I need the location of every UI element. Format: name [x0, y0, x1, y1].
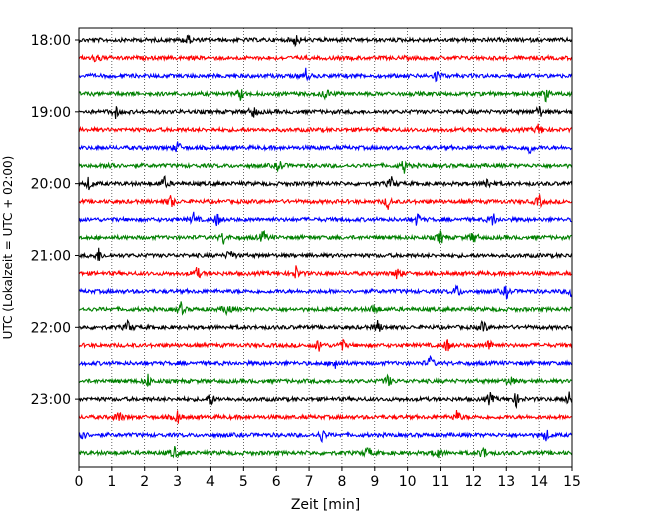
y-tick-label: 20:00: [31, 177, 71, 193]
seismic-trace: [78, 106, 573, 119]
x-tick-label: 6: [272, 474, 281, 490]
plot-frame: [78, 27, 573, 468]
y-axis-label: UTC (Lokalzeit = UTC + 02:00): [1, 156, 15, 340]
seismic-trace: [78, 67, 573, 83]
x-axis-label: Zeit [min]: [291, 497, 360, 513]
seismic-trace: [78, 160, 573, 174]
x-axis-ticks: 0 1 2 3 4 5 6 7 8 9 10 11 12 13 14 15: [75, 467, 581, 490]
x-tick-label: 14: [530, 474, 548, 490]
x-tick-label: 11: [432, 474, 450, 490]
seismic-trace: [78, 53, 573, 63]
y-tick-label: 22:00: [31, 320, 71, 336]
y-tick-label: 19:00: [31, 105, 71, 121]
seismic-trace: [78, 318, 573, 332]
seismic-trace: [78, 338, 573, 352]
x-tick-label: 7: [305, 474, 314, 490]
seismic-trace: [78, 194, 573, 210]
seismic-trace: [78, 141, 573, 155]
x-tick-label: 0: [75, 474, 84, 490]
seismic-trace: [78, 265, 573, 280]
x-tick-label: 5: [239, 474, 248, 490]
seismic-trace: [78, 211, 573, 227]
x-tick-label: 8: [337, 474, 346, 490]
x-tick-label: 10: [399, 474, 417, 490]
seismic-trace: [78, 123, 573, 134]
seismic-trace: [78, 247, 573, 261]
x-tick-label: 3: [173, 474, 182, 490]
trace-layer: [78, 34, 573, 459]
x-tick-label: 2: [140, 474, 149, 490]
grid-layer: [111, 28, 540, 467]
x-tick-label: 9: [370, 474, 379, 490]
seismic-trace: [78, 284, 573, 300]
seismic-trace: [78, 410, 573, 424]
seismic-trace: [78, 175, 573, 191]
y-tick-label: 23:00: [31, 392, 71, 408]
seismic-trace: [78, 373, 573, 388]
seismic-trace: [78, 34, 573, 48]
seismic-trace: [78, 230, 573, 245]
seismic-trace: [78, 354, 573, 369]
seismic-trace: [78, 391, 573, 410]
y-tick-label: 21:00: [31, 248, 71, 264]
seismic-trace: [78, 301, 573, 317]
seismic-trace: [78, 89, 573, 103]
y-axis-ticks: 18:00 19:00 20:00 21:00 22:00 23:00: [31, 33, 79, 408]
x-tick-label: 1: [107, 474, 116, 490]
x-tick-label: 13: [497, 474, 515, 490]
y-tick-label: 18:00: [31, 33, 71, 49]
x-tick-label: 12: [464, 474, 482, 490]
x-tick-label: 4: [206, 474, 215, 490]
seismic-trace: [78, 429, 573, 444]
seismic-trace: [78, 445, 573, 459]
x-tick-label: 15: [563, 474, 581, 490]
